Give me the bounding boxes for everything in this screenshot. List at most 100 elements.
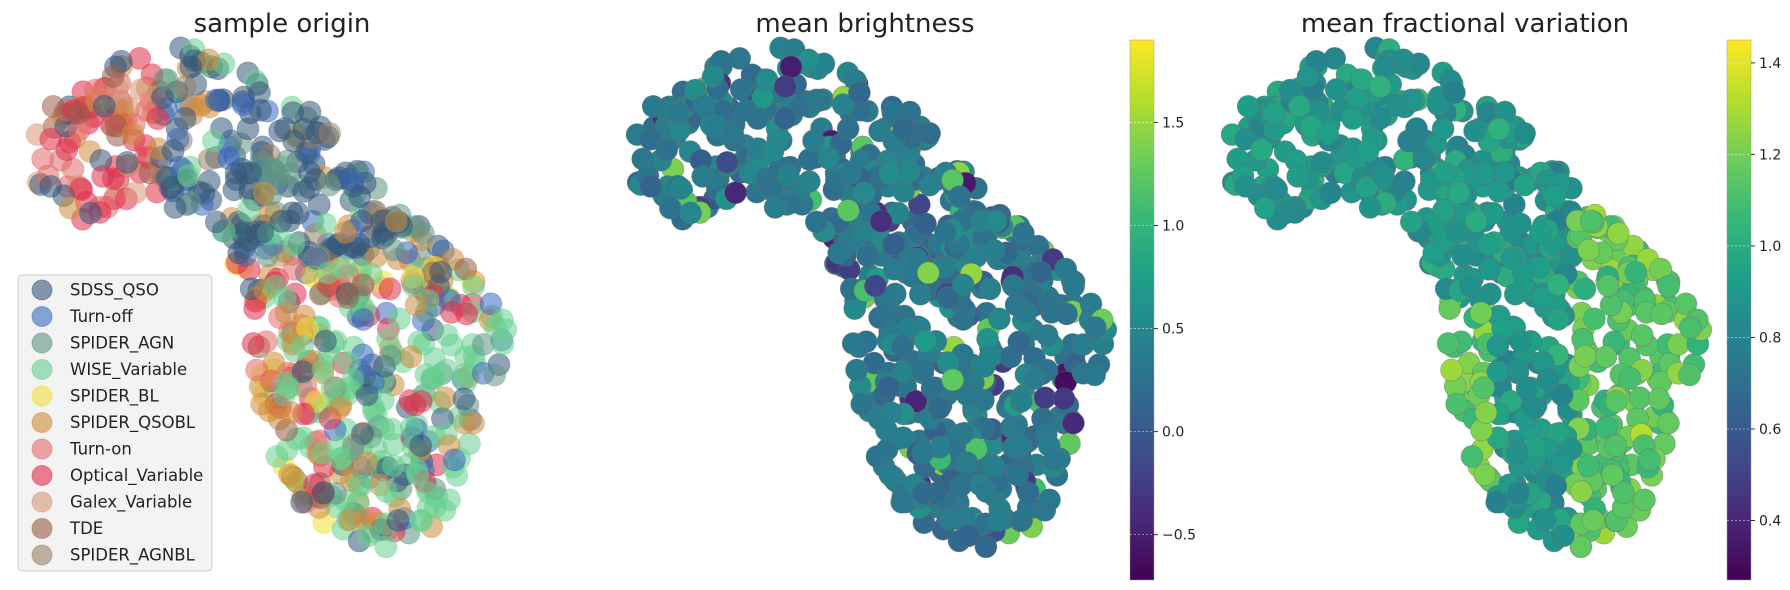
point-sdss-qso <box>173 107 197 130</box>
point <box>1546 308 1570 331</box>
point-turn-off <box>351 308 375 331</box>
point-spider-qsobl <box>121 122 145 146</box>
point <box>777 164 800 188</box>
point <box>1310 151 1334 174</box>
point-sdss-qso <box>311 481 335 505</box>
point <box>1009 390 1033 413</box>
point-optical-variable <box>455 302 479 326</box>
point <box>1628 386 1652 410</box>
point <box>851 220 875 244</box>
point-sdss-qso <box>92 94 116 118</box>
point <box>1477 233 1500 256</box>
point <box>1250 138 1274 162</box>
point-wise-variable <box>483 316 507 339</box>
point <box>797 170 821 193</box>
point-sdss-qso <box>268 119 292 143</box>
point-sdss-qso <box>161 139 185 163</box>
point <box>658 196 682 220</box>
point-tde <box>41 95 65 118</box>
point-optical-variable <box>241 332 265 355</box>
point <box>1358 196 1382 219</box>
point-sdss-qso <box>39 174 63 198</box>
point <box>1016 481 1040 505</box>
point-sdss-qso <box>429 260 453 284</box>
point-galex-variable <box>124 181 148 205</box>
point <box>1055 302 1078 326</box>
point <box>1052 387 1076 411</box>
point <box>879 401 903 424</box>
point <box>1513 173 1536 197</box>
point-turn-on <box>282 257 306 281</box>
point <box>974 535 998 559</box>
point-spider-qsobl <box>404 293 428 317</box>
point <box>1509 329 1532 353</box>
point <box>1400 88 1423 112</box>
point <box>864 274 887 298</box>
legend-label-spider-agn: SPIDER_AGN <box>70 334 174 354</box>
point <box>701 65 725 88</box>
point-sdss-qso <box>269 209 293 233</box>
point <box>1043 448 1066 472</box>
colorbar-tick-label: 0.5 <box>1162 322 1184 338</box>
point <box>827 241 851 265</box>
point-optical-variable <box>91 164 115 188</box>
point-wise-variable <box>462 274 486 298</box>
point <box>951 308 975 331</box>
legend-marker-spider-qsobl <box>31 412 53 433</box>
point-wise-variable <box>316 261 340 285</box>
point-wise-variable <box>311 358 335 382</box>
point-wise-variable <box>314 212 337 236</box>
point <box>1460 445 1484 468</box>
point <box>1062 275 1085 298</box>
colorbar-tick-label: 0.6 <box>1759 422 1781 438</box>
legend-marker-spider-agn <box>31 332 53 354</box>
point <box>910 441 934 465</box>
colorbar-tick-label: 1.2 <box>1759 147 1781 163</box>
point <box>1368 75 1392 98</box>
point <box>1434 161 1457 185</box>
point-spider-qsobl <box>252 181 276 205</box>
point <box>679 201 702 225</box>
colorbar-tick-label: 1.4 <box>1759 56 1781 72</box>
point-turn-off <box>442 448 466 472</box>
point <box>1236 95 1260 118</box>
point <box>1000 415 1023 439</box>
colorbar-gradient <box>1726 39 1752 581</box>
point <box>1372 164 1395 188</box>
point <box>877 376 901 400</box>
legend-marker-turn-off <box>31 306 53 327</box>
point <box>1650 302 1673 326</box>
point-sdss-qso <box>197 170 221 193</box>
mean-fractional-variation-colorbar: 0.4 0.6 0.8 1.0 1.2 1.4 <box>1726 39 1781 581</box>
point <box>1546 273 1570 297</box>
legend-label-tde: TDE <box>69 519 103 538</box>
point-spider-agn <box>278 162 302 186</box>
point <box>845 358 868 382</box>
point-wise-variable <box>349 474 373 498</box>
point <box>836 117 860 141</box>
point <box>955 451 979 474</box>
point-spider-agn <box>318 173 342 197</box>
point-wise-variable <box>406 463 430 487</box>
point <box>1577 454 1600 478</box>
point-optical-variable <box>39 127 63 151</box>
point-wise-variable <box>277 376 301 400</box>
point <box>1674 292 1698 316</box>
point <box>911 481 935 505</box>
point-wise-variable <box>202 129 225 153</box>
point <box>1618 366 1642 390</box>
point <box>891 334 915 358</box>
point <box>1544 474 1568 498</box>
colorbar-tick-label: 0.8 <box>1759 330 1781 346</box>
point-sdss-qso <box>79 201 102 225</box>
point <box>934 221 957 244</box>
point-spider-qsobl <box>338 508 362 532</box>
point <box>779 55 803 79</box>
point-spider-qsobl <box>328 396 351 420</box>
point <box>949 474 973 498</box>
point <box>1274 201 1297 225</box>
point <box>1004 293 1028 317</box>
colorbar-tick-label: 1.5 <box>1162 115 1184 131</box>
point <box>908 282 932 306</box>
